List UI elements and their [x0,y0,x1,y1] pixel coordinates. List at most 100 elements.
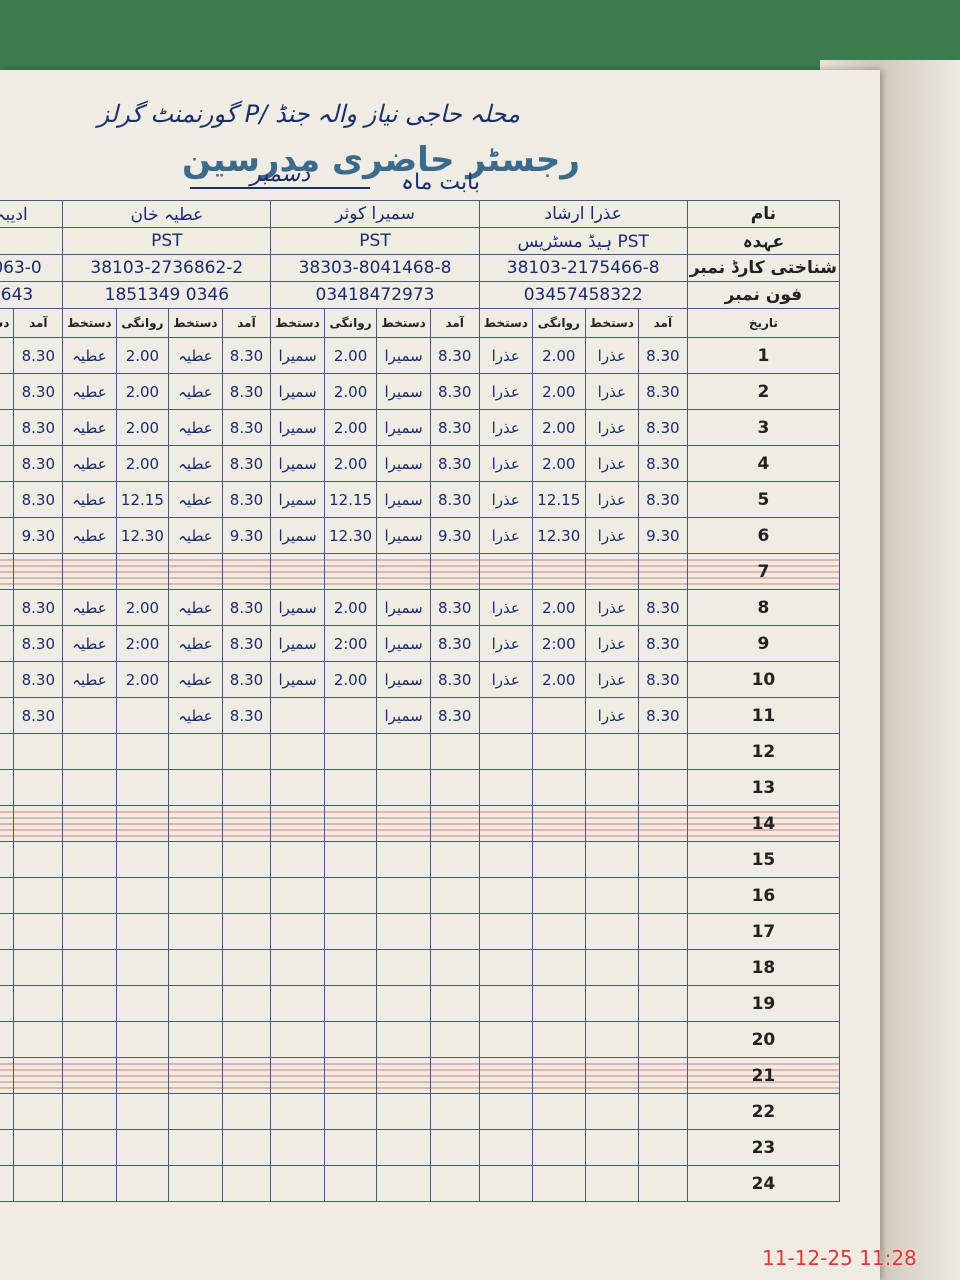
signature [168,1129,223,1166]
signature [584,1165,639,1202]
signature: عطیہ [168,625,223,662]
info-row: شناختی کارڈ نمبر 38103-2175466-8 38303-804… [0,254,841,282]
signature: سمیرا [376,445,431,482]
signature [62,1129,117,1166]
school-name: گورنمنٹ گرلز P/ محلہ حاجی نیاز والہ جنڈ [97,100,520,128]
time [221,949,272,986]
signature [168,1165,223,1202]
signature: ادیبہ [0,337,15,374]
signature [270,913,325,950]
time [221,1129,272,1166]
date: 14 [686,805,841,842]
date-row: 1 8.30 عذرا 2.00 عذرا 8.30 سمیرا 2.00 سمیرا 8.30 ع… [0,337,841,374]
row-label: نام [686,200,841,228]
time [429,769,480,806]
time [221,1093,272,1130]
date: 4 [686,445,841,482]
signature: عطیہ [62,661,117,698]
date-row: 19 [0,985,841,1022]
signature [62,1021,117,1058]
signature: سمیرا [270,625,325,662]
column-head: روانگی [531,308,586,338]
signature [478,877,533,914]
time [221,1021,272,1058]
signature [62,985,117,1022]
time [531,1129,586,1166]
signature: عذرا [584,409,639,446]
column-head: آمد [429,308,480,338]
time: 8.30 [221,481,272,518]
signature: سمیرا [270,661,325,698]
signature [168,1021,223,1058]
time: 8.30 [221,589,272,626]
time [13,553,64,590]
column-head: دستخط [270,308,325,338]
time: 8.30 [637,373,688,410]
signature [270,1129,325,1166]
signature [376,913,431,950]
signature: عذرا [584,517,639,554]
column-head: دستخط [478,308,533,338]
time [115,1129,170,1166]
time [637,985,688,1022]
column-head: روانگی [323,308,378,338]
signature [584,1129,639,1166]
time [637,877,688,914]
time [13,1129,64,1166]
teacher-phone: 4643 [0,281,64,309]
signature: سمیرا [376,625,431,662]
time [531,805,586,842]
signature [0,877,15,914]
time: 12.15 [115,481,170,518]
signature [62,877,117,914]
signature: ادیبہ [0,373,15,410]
time [115,1057,170,1094]
signature [376,1165,431,1202]
time [13,949,64,986]
date: 2 [686,373,841,410]
time [531,949,586,986]
signature [584,1093,639,1130]
time: 8.30 [221,445,272,482]
time: 2.00 [531,589,586,626]
date-row: 21 [0,1057,841,1094]
teacher-name: عطیہ خان [62,200,272,228]
signature [376,1057,431,1094]
teacher-cnic: 38103-2175466-8 [478,254,688,282]
date: 13 [686,769,841,806]
time [221,1057,272,1094]
time [531,553,586,590]
teacher-phone: 0346 1851349 [62,281,272,309]
time: 2.00 [323,589,378,626]
time [531,769,586,806]
time: 2.00 [323,409,378,446]
signature: سمیرا [270,337,325,374]
signature [0,841,15,878]
signature: عطیہ [168,445,223,482]
time [531,733,586,770]
signature [270,769,325,806]
time: 9.30 [13,517,64,554]
time: 8.30 [13,481,64,518]
time: 8.30 [221,409,272,446]
time [115,1021,170,1058]
time [531,697,586,734]
date-row: 10 8.30 عذرا 2.00 عذرا 8.30 سمیرا 2.00 سمیرا 8.30… [0,661,841,698]
time: 2.00 [115,589,170,626]
signature: عذرا [584,337,639,374]
time: 8.30 [221,337,272,374]
time [115,913,170,950]
time [637,1093,688,1130]
signature [0,1057,15,1094]
time: 12.30 [323,517,378,554]
date-row: 12 [0,733,841,770]
date-head: تاریخ [686,308,841,338]
signature: عذرا [478,409,533,446]
time [531,1057,586,1094]
date: 15 [686,841,841,878]
signature: سمیرا [376,481,431,518]
time: 8.30 [221,625,272,662]
time [221,553,272,590]
row-label: شناختی کارڈ نمبر [686,254,841,282]
